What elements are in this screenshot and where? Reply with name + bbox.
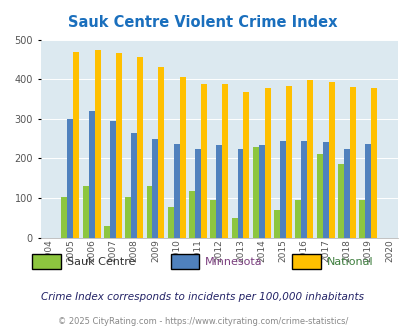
Bar [152, 139, 158, 238]
Bar [194, 149, 200, 238]
Bar [146, 186, 152, 238]
Bar [316, 154, 322, 238]
Bar [295, 200, 301, 238]
Text: National: National [326, 256, 373, 267]
Bar [364, 144, 370, 238]
Bar [349, 87, 355, 238]
Bar [279, 141, 285, 238]
Bar [88, 111, 94, 238]
Bar [243, 92, 249, 238]
Bar [110, 121, 115, 238]
Bar [307, 80, 313, 238]
Bar [273, 210, 279, 238]
Bar [285, 86, 291, 238]
Bar [258, 145, 264, 238]
Bar [179, 77, 185, 238]
Bar [137, 57, 143, 238]
Bar [67, 119, 73, 238]
Bar [131, 133, 137, 238]
Bar [237, 149, 243, 238]
Bar [167, 207, 173, 238]
Bar [158, 67, 164, 238]
Text: Sauk Centre Violent Crime Index: Sauk Centre Violent Crime Index [68, 15, 337, 30]
Bar [231, 218, 237, 238]
Bar [200, 84, 207, 238]
Bar [216, 145, 222, 238]
Bar [125, 197, 131, 238]
Bar [222, 84, 228, 238]
Bar [210, 200, 216, 238]
Bar [343, 149, 349, 238]
Bar [328, 82, 334, 238]
Bar [173, 144, 179, 238]
Bar [337, 164, 343, 238]
Bar [115, 53, 122, 238]
Bar [358, 200, 364, 238]
Bar [301, 141, 307, 238]
Bar [94, 50, 100, 238]
Bar [370, 87, 376, 238]
Bar [322, 142, 328, 238]
Text: © 2025 CityRating.com - https://www.cityrating.com/crime-statistics/: © 2025 CityRating.com - https://www.city… [58, 317, 347, 326]
Bar [189, 191, 194, 238]
Bar [73, 52, 79, 238]
Bar [264, 88, 270, 238]
Bar [104, 226, 110, 238]
Bar [252, 147, 258, 238]
Bar [61, 197, 67, 238]
Text: Crime Index corresponds to incidents per 100,000 inhabitants: Crime Index corresponds to incidents per… [41, 292, 364, 302]
Text: Sauk Centre: Sauk Centre [67, 256, 135, 267]
Text: Minnesota: Minnesota [205, 256, 262, 267]
Bar [83, 186, 88, 238]
